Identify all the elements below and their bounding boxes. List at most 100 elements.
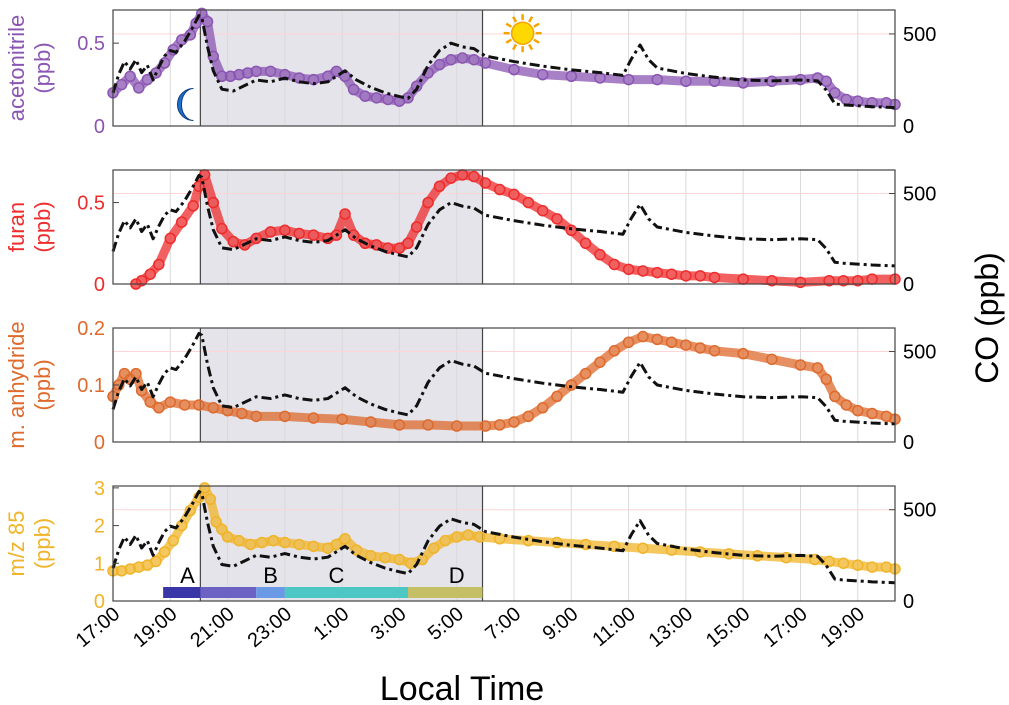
data-point [256,536,268,549]
period-label: C [328,563,344,588]
data-point [579,367,592,380]
data-point [637,265,649,277]
series-points-2 [107,330,901,432]
data-point [837,557,850,570]
data-point [680,339,692,351]
series-line-3 [108,483,900,576]
data-point [279,224,291,237]
data-point [794,276,807,289]
data-point [462,529,474,541]
data-point [330,538,343,551]
x-tick-label: 21:00 [186,603,238,652]
data-point [651,73,663,86]
data-point [622,73,635,86]
co-series-line [111,331,896,426]
right-tick-label: 0 [903,432,914,454]
data-point [637,330,649,343]
left-tick-label: 0.5 [77,193,105,215]
left-tick-label: 0 [94,116,105,138]
data-point [187,200,199,212]
data-point [370,92,383,104]
data-point [522,410,535,423]
data-point [207,402,220,414]
panel-frame [112,169,896,285]
data-point [708,271,721,284]
data-point [184,29,197,41]
data-point [233,68,245,81]
data-point [359,90,371,102]
data-point [665,268,678,280]
data-point [410,221,423,233]
right-tick-label: 500 [903,184,936,206]
data-point [852,404,864,417]
left-axis-title-unit: (ppb) [30,359,55,410]
right-tick-label: 0 [903,274,914,296]
data-point [339,533,351,545]
data-point [216,70,228,83]
data-point [445,53,457,66]
data-point [551,390,563,403]
data-point [852,559,864,571]
right-tick-label: 0 [903,116,914,138]
data-point [637,542,649,554]
data-point [279,536,291,549]
data-point [216,523,228,536]
left-axis-title: furan(ppb) [4,201,55,252]
data-point [330,229,343,241]
data-point [167,534,179,547]
data-point [307,412,320,424]
data-point [124,563,136,575]
x-tick-label: 15:00 [702,603,754,652]
data-point [144,268,156,280]
data-point [852,274,864,287]
data-point [493,183,506,196]
data-point [508,416,520,428]
data-point [224,70,237,83]
x-axis-tick-labels: 17:00 19:00 21:00 23:00 1:00 3:00 5:00 7:00 9:00… [72,603,869,652]
left-tick-label: 0.1 [77,375,105,397]
data-point [167,44,179,56]
data-point [579,237,592,250]
data-point [522,196,535,209]
data-point [402,237,414,250]
data-point [820,373,833,386]
data-point [680,270,692,282]
data-point [184,504,197,517]
sun-ray [512,43,518,51]
sun-ray [533,38,540,44]
data-point [680,75,692,88]
data-point [144,396,156,408]
data-point [508,188,520,201]
x-axis-title: Local Time [380,670,544,705]
data-point [193,399,205,411]
data-point [450,420,463,432]
left-axis-title-line: furan [4,202,29,252]
period-bar [284,587,409,598]
data-point [379,551,391,564]
data-point [780,551,792,564]
data-point [579,538,592,551]
data-point [350,544,363,556]
data-point [866,561,878,573]
data-point [175,216,188,228]
data-point [307,540,320,553]
sun-ray [512,16,518,23]
data-point [479,57,492,69]
data-point [178,399,191,411]
data-point [829,390,841,403]
data-point [794,359,807,371]
data-point [339,208,351,220]
data-point [250,410,262,423]
data-point [393,242,406,254]
data-point [823,274,835,287]
data-point [737,347,749,360]
sun-ray [528,16,534,23]
data-point [307,229,320,241]
period-bar [408,587,483,598]
x-tick-label: 11:00 [588,603,639,651]
panel-frame [112,485,896,602]
sun-icon [503,14,542,53]
data-point [829,87,841,99]
data-point [594,248,606,261]
left-axis-title-line: m. anhydride [4,321,29,448]
